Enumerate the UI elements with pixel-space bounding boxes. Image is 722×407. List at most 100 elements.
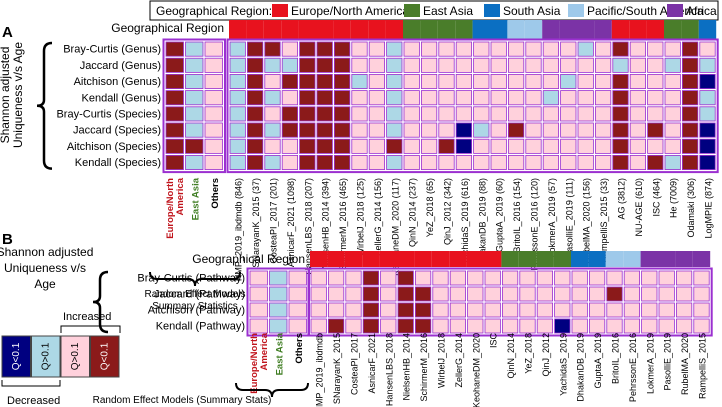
panelA-heat-cell [438, 122, 455, 138]
panelA-heat-cell [699, 90, 716, 106]
panelB-heat-cell [501, 318, 519, 334]
panelA-heat-cell [542, 122, 560, 138]
value-legend-cell [90, 335, 120, 378]
panelB-heat-cell [658, 270, 675, 286]
panelA-heat-cell [664, 106, 681, 122]
panelA-heat-cell [333, 74, 351, 90]
panelA-heat-cell [542, 57, 560, 73]
panelB-study-label: YeZ_2018 [524, 333, 534, 374]
panelA-heat-cell [699, 57, 716, 73]
panelA-heat-cell [386, 154, 403, 170]
panelA-heat-cell [577, 90, 594, 106]
panelA-heat-cell [507, 74, 525, 90]
panelA-summary-cell [165, 41, 184, 57]
panelA-heat-cell [629, 74, 647, 90]
panelB-heat-cell [310, 270, 327, 286]
panelA-region-cell [542, 20, 560, 39]
panelB-heat-cell [623, 318, 641, 334]
panelA-study-label: SNarayanK_2015 (37) [251, 178, 261, 268]
panelB-summary-heading: Others [294, 333, 305, 364]
panelB-heat-cell [676, 302, 693, 318]
panelB-heat-cell [345, 318, 362, 334]
panelA-region-cell [472, 20, 490, 39]
panelA-heat-cell [664, 90, 681, 106]
panelA-heat-cell [246, 122, 264, 138]
panelA-summary-cell [185, 74, 204, 90]
panelB-heat-cell [327, 318, 345, 334]
panelB-region-cell [397, 251, 415, 267]
panelA-heat-cell [455, 106, 473, 122]
panelA-study-label: QinN_2014 (237) [408, 178, 418, 247]
panelA-summary-cell [204, 122, 223, 138]
top-legend-label: East Asia [423, 4, 473, 18]
panelA-study-label: ISC (464) [651, 178, 661, 217]
panelB-heat-cell [397, 286, 414, 302]
panelA-heat-cell [455, 90, 473, 106]
panelA-heat-cell [490, 90, 507, 106]
panelB-study-label: RampelliS_2015 [698, 333, 708, 399]
panelA-heat-cell [595, 122, 612, 138]
panelA-heat-cell [542, 154, 560, 170]
panelA-heat-cell [595, 138, 612, 154]
panelA-heat-cell [281, 106, 299, 122]
panelA-heat-cell [351, 154, 368, 170]
panelA-heat-cell [473, 74, 490, 90]
panelB-heat-cell [676, 270, 693, 286]
panelB-heat-cell [676, 286, 693, 302]
value-legend-label: Q>0.1 [41, 342, 52, 370]
panelB-heat-cell [571, 302, 588, 318]
panelB-heat-cell [658, 286, 675, 302]
panelB-row-label: Jaccard (Pathway) [154, 289, 245, 301]
panelB-region-cell [484, 251, 502, 267]
panelA-heat-cell [490, 41, 507, 57]
panelB-side-label: Shannon adjusted [0, 245, 93, 259]
panelA-heat-cell [316, 122, 333, 138]
panelA-heat-cell [299, 41, 316, 57]
panelA-heat-cell [351, 57, 368, 73]
panelA-heat-cell [629, 122, 647, 138]
panelB-region-cell [449, 251, 467, 267]
panelA-summary-cell [204, 154, 223, 170]
panelB-heat-cell [641, 286, 658, 302]
panelA-heat-cell [490, 138, 507, 154]
panelA-heat-cell [490, 57, 507, 73]
panelB-summary-cell [269, 302, 288, 318]
panelA-heat-cell [420, 154, 438, 170]
panelB-heat-cell [380, 318, 397, 334]
panelA-heat-cell [542, 106, 560, 122]
panelB-heat-cell [589, 318, 606, 334]
panelA-study-label: NielsenHB_2014 (394) [321, 178, 331, 269]
panelB-summary-cell [288, 270, 307, 286]
top-legend-label: Europe/North America [291, 4, 409, 18]
panelA-heat-cell [647, 41, 664, 57]
panelB-study-label: ISC [489, 333, 499, 349]
panelB-region-title: Geographical Region [192, 252, 305, 266]
panelB-region-cell [675, 251, 693, 267]
panelA-summary-cell [165, 154, 184, 170]
panelA-heat-cell [264, 106, 281, 122]
panelA-heat-cell [664, 138, 681, 154]
panelA-heat-cell [368, 74, 386, 90]
panelA-heat-cell [281, 154, 299, 170]
panelA-row-brace [36, 41, 53, 170]
panelA-region-cell [368, 20, 386, 39]
panelB-heat-cell [484, 302, 501, 318]
panelB-heat-cell [589, 302, 606, 318]
panelA-heat-cell [299, 90, 316, 106]
panelB-row-brace [92, 270, 109, 334]
panelB-heat-cell [380, 270, 397, 286]
panelA-heat-cell [629, 106, 647, 122]
value-legend-label: Q<0.1 [100, 342, 111, 370]
panelA-heat-cell [682, 90, 699, 106]
panelA-heat-cell [316, 138, 333, 154]
panelA-heat-cell [229, 41, 246, 57]
panelB-study-label: RubelMA_2020 [680, 333, 690, 395]
panelA-heat-cell [473, 106, 490, 122]
panelA-study-label: GuptaA_2019 (60) [495, 178, 505, 252]
panelA-study-label: LokmerA_2019 (57) [547, 178, 557, 258]
panelA-heat-cell [542, 74, 560, 90]
panelA-heat-cell [647, 154, 664, 170]
panelA-heat-cell [264, 138, 281, 154]
panelA-heat-cell [386, 138, 403, 154]
panelA-heat-cell [333, 154, 351, 170]
